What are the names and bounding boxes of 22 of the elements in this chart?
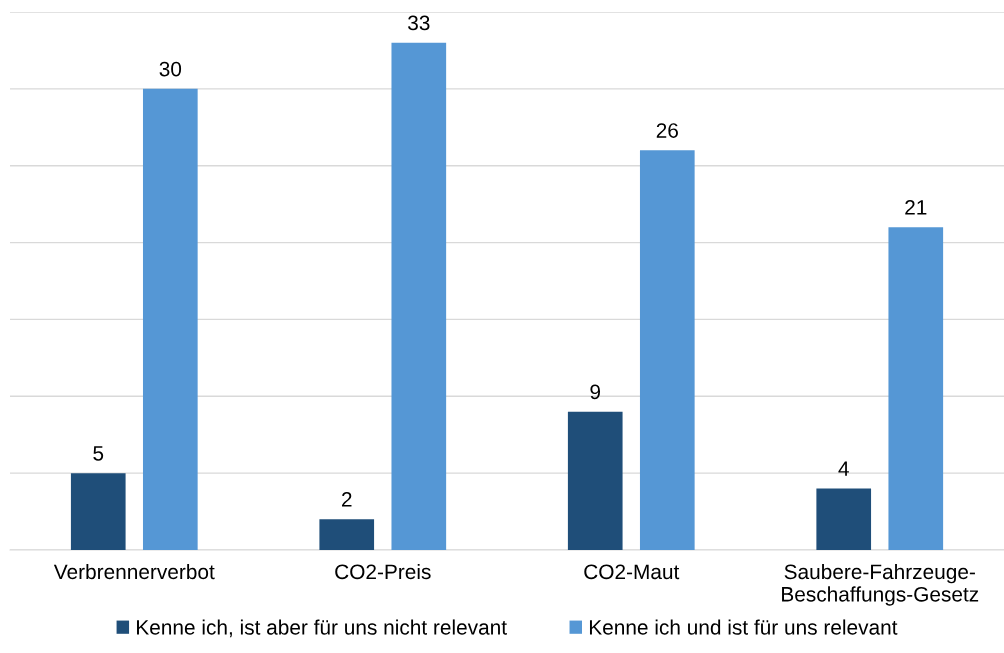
bar: [888, 227, 944, 550]
x-tick-label: CO2-Preis: [335, 563, 431, 580]
data-label: 2: [342, 492, 352, 507]
bar: [816, 488, 872, 550]
data-label: 4: [838, 461, 849, 476]
legend-label: Kenne ich, ist aber für uns nicht relevant: [137, 619, 507, 638]
bar: [142, 88, 198, 550]
data-label: 30: [159, 61, 182, 77]
bar: [639, 150, 695, 550]
legend-label: Kenne ich und ist für uns relevant: [589, 619, 898, 635]
data-label: 5: [93, 446, 104, 461]
data-label: 33: [408, 15, 430, 31]
data-label: 21: [905, 200, 927, 215]
data-label: 9: [590, 384, 601, 400]
bar: [319, 519, 375, 550]
data-label: 26: [656, 123, 678, 138]
x-tick-label: CO2-Maut: [584, 564, 680, 580]
x-tick-label: Saubere-Fahrzeuge- Beschaffungs-Gesetz: [782, 563, 979, 606]
bar: [70, 473, 126, 550]
x-tick-label: Verbrennerverbot: [53, 563, 215, 580]
bar: [391, 42, 447, 550]
bar: [567, 411, 623, 550]
